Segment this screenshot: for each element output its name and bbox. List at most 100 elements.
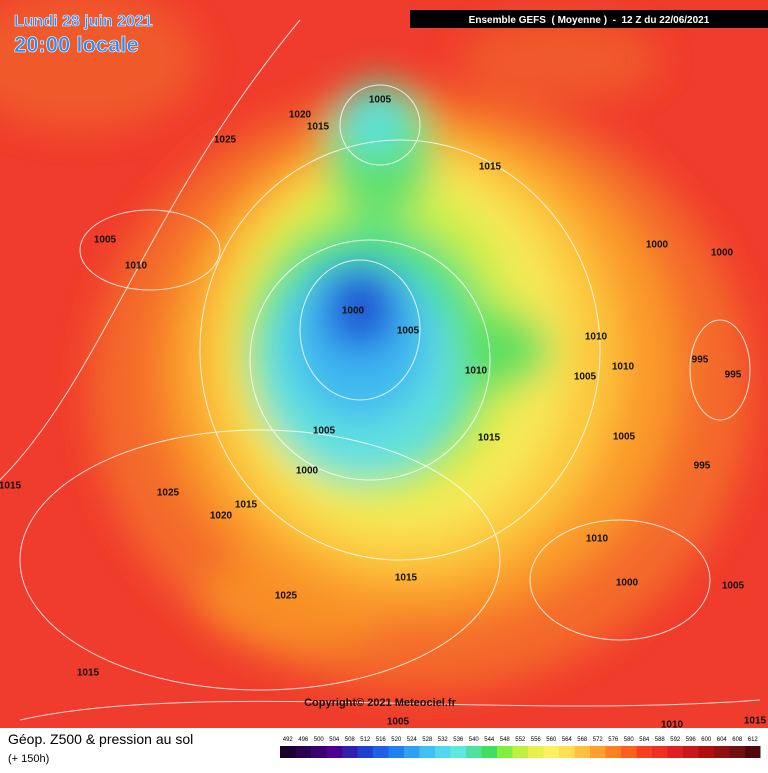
- scale-swatch: [373, 746, 389, 758]
- isobar-label: 1005: [722, 581, 745, 592]
- scale-swatch: [342, 746, 358, 758]
- scale-label: 508: [345, 737, 356, 743]
- scale-label: 556: [531, 737, 542, 743]
- scale-swatch: [698, 746, 714, 758]
- isobar-label: 995: [725, 370, 742, 381]
- scale-swatch: [559, 746, 575, 758]
- scale-label: 560: [546, 737, 557, 743]
- scale-label: 524: [407, 737, 418, 743]
- scale-label: 504: [329, 737, 340, 743]
- copyright: Copyright© 2021 Meteociel.fr: [304, 697, 456, 709]
- scale-label: 500: [314, 737, 325, 743]
- scale-label: 532: [438, 737, 449, 743]
- isobar-label: 1015: [395, 573, 418, 584]
- scale-label: 580: [624, 737, 635, 743]
- scale-label: 568: [577, 737, 588, 743]
- isobar-label: 995: [692, 355, 709, 366]
- scale-label: 572: [593, 737, 604, 743]
- scale-swatch: [295, 746, 311, 758]
- isobar-label: 1020: [210, 511, 233, 522]
- scale-label: 540: [469, 737, 480, 743]
- scale-swatch: [528, 746, 544, 758]
- isobar-label: 1005: [387, 717, 410, 728]
- scale-label: 520: [391, 737, 402, 743]
- scale-swatch: [574, 746, 590, 758]
- isobar-label: 1025: [157, 488, 180, 499]
- scale-swatch: [590, 746, 606, 758]
- scale-label: 552: [515, 737, 526, 743]
- scale-swatch: [605, 746, 621, 758]
- scale-swatch: [450, 746, 466, 758]
- scale-swatch: [621, 746, 637, 758]
- isobar-label: 1010: [661, 720, 684, 731]
- isobar-label: 1005: [613, 432, 636, 443]
- scale-label: 528: [422, 737, 433, 743]
- isobar-label: 1015: [77, 668, 100, 679]
- scale-swatch: [280, 746, 296, 758]
- isobar-label: 1000: [342, 306, 365, 317]
- isobar-label: 1000: [646, 240, 669, 251]
- scale-swatch: [543, 746, 559, 758]
- scale-swatch: [481, 746, 497, 758]
- scale-label: 608: [732, 737, 743, 743]
- scale-swatch: [311, 746, 327, 758]
- isobars: [0, 19, 761, 721]
- scale-swatch: [683, 746, 699, 758]
- scale-label: 584: [639, 737, 650, 743]
- scale-label: 516: [376, 737, 387, 743]
- isobar-label: 1010: [465, 366, 488, 377]
- scale-label: 588: [655, 737, 666, 743]
- model-header: Ensemble GEFS ( Moyenne ) - 12 Z du 22/0…: [469, 15, 710, 26]
- isobar-label: 1000: [711, 248, 734, 259]
- isobar-label: 1010: [586, 534, 609, 545]
- scale-swatch: [652, 746, 668, 758]
- isobar-label: 1015: [744, 716, 767, 727]
- footer-lead: (+ 150h): [8, 753, 49, 765]
- isobar-label: 1025: [275, 591, 298, 602]
- date-label: Lundi 28 juin 2021: [14, 13, 153, 30]
- scale-swatch: [636, 746, 652, 758]
- scale-swatch: [497, 746, 513, 758]
- scale-label: 612: [748, 737, 759, 743]
- scale-swatch: [326, 746, 342, 758]
- scale-swatch: [512, 746, 528, 758]
- scale-swatch: [388, 746, 404, 758]
- scale-swatch: [714, 746, 730, 758]
- scale-label: 604: [717, 737, 728, 743]
- scale-label: 564: [562, 737, 573, 743]
- isobar-label: 1005: [574, 372, 597, 383]
- isobar-label: 1020: [289, 110, 312, 121]
- isobar-label: 1005: [313, 426, 336, 437]
- model-header-box: [410, 10, 768, 28]
- scale-swatch: [667, 746, 683, 758]
- footer-title: Géop. Z500 & pression au sol: [8, 731, 193, 747]
- scale-swatch: [357, 746, 373, 758]
- scale-swatch: [466, 746, 482, 758]
- scale-label: 548: [500, 737, 511, 743]
- scale-label: 592: [670, 737, 681, 743]
- isobar-label: 995: [694, 461, 711, 472]
- scale-label: 492: [283, 737, 294, 743]
- isobar-label: 1015: [235, 500, 258, 511]
- isobar-label: 1000: [296, 466, 319, 477]
- isobar-label: 1015: [307, 122, 330, 133]
- scale-swatch: [435, 746, 451, 758]
- geopotential-field: [0, 0, 750, 690]
- isobar-label: 1015: [0, 481, 22, 492]
- isobar-label: 1025: [214, 135, 237, 146]
- isobar-label: 1015: [479, 162, 502, 173]
- isobar-label: 1005: [397, 326, 420, 337]
- scale-label: 544: [484, 737, 495, 743]
- scale-label: 536: [453, 737, 464, 743]
- isobar-label: 1010: [125, 261, 148, 272]
- time-label: 20:00 locale: [14, 32, 139, 57]
- isobar-labels: 1005102010151025101510051010100010001000…: [0, 95, 767, 731]
- isobar-label: 1015: [478, 433, 501, 444]
- isobar-label: 1010: [612, 362, 635, 373]
- isobar-label: 1005: [94, 235, 117, 246]
- scale-label: 512: [360, 737, 371, 743]
- color-scale: 492 496 500 504 508 512 516 520 524 528 532 536 540 5…: [280, 737, 761, 758]
- scale-label: 596: [686, 737, 697, 743]
